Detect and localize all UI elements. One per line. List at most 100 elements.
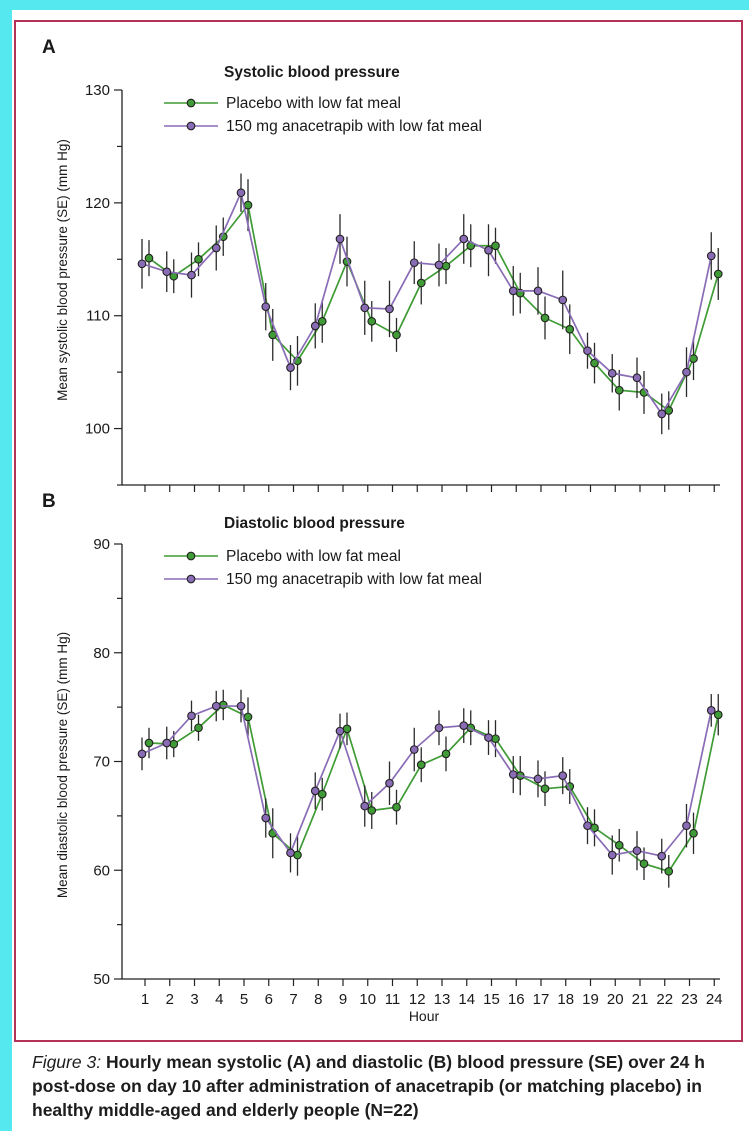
y-tick-label: 80 — [93, 645, 110, 662]
x-tick-label: 20 — [607, 991, 624, 1008]
y-axis-label: Mean diastolic blood pressure (SE) (mm H… — [55, 632, 70, 898]
x-tick-label: 14 — [458, 991, 475, 1008]
data-point — [434, 260, 444, 270]
data-point — [491, 241, 500, 251]
x-tick-label: 6 — [265, 991, 273, 1008]
legend-label: Placebo with low fat meal — [226, 548, 401, 565]
series-placebo — [144, 179, 723, 430]
data-point — [162, 267, 172, 277]
data-point — [360, 801, 370, 811]
data-point — [211, 243, 221, 253]
data-point — [484, 245, 493, 255]
data-point — [607, 368, 617, 378]
data-point — [583, 821, 592, 831]
data-point — [409, 258, 419, 268]
data-point — [310, 786, 320, 796]
data-point — [484, 733, 493, 742]
data-point — [508, 770, 518, 779]
data-point — [565, 324, 575, 334]
data-point — [286, 363, 295, 372]
data-point — [360, 303, 370, 313]
legend-label: Placebo with low fat meal — [226, 95, 401, 112]
data-point — [392, 330, 401, 340]
data-point — [533, 774, 543, 784]
data-point — [540, 784, 550, 794]
data-point — [459, 721, 469, 730]
data-point — [657, 409, 667, 419]
y-tick-label: 70 — [93, 754, 110, 771]
x-tick-label: 8 — [314, 991, 322, 1008]
data-point — [590, 358, 599, 368]
data-point — [416, 278, 426, 288]
data-point — [664, 406, 674, 415]
figure-caption: Figure 3: Hourly mean systolic (A) and d… — [32, 1050, 744, 1122]
series-line — [148, 703, 720, 873]
figure-frame — [14, 20, 743, 1042]
data-point — [689, 354, 698, 363]
data-point — [706, 251, 716, 261]
data-point — [385, 304, 394, 314]
x-tick-label: 10 — [359, 991, 376, 1008]
x-tick-label: 17 — [533, 991, 550, 1008]
legend-marker — [186, 121, 196, 131]
legend-label: 150 mg anacetrapib with low fat meal — [226, 118, 482, 135]
x-tick-label: 4 — [215, 991, 223, 1008]
data-point — [706, 706, 716, 715]
data-point — [508, 286, 518, 296]
data-point — [335, 726, 345, 736]
x-tick-label: 23 — [681, 991, 698, 1008]
data-point — [385, 778, 394, 788]
data-point — [682, 367, 691, 377]
data-point — [607, 850, 617, 860]
x-tick-label: 2 — [166, 991, 174, 1008]
chart-title: Systolic blood pressure — [224, 64, 400, 81]
x-tick-label: 5 — [240, 991, 248, 1008]
data-point — [657, 851, 667, 861]
y-axis-label: Mean systolic blood pressure (SE) (mm Hg… — [55, 139, 70, 401]
data-point — [664, 866, 674, 876]
data-point — [137, 749, 147, 759]
x-tick-label: 13 — [434, 991, 451, 1008]
data-point — [187, 711, 196, 721]
data-point — [533, 286, 543, 296]
data-point — [211, 701, 221, 711]
x-tick-label: 16 — [508, 991, 525, 1008]
y-tick-label: 130 — [85, 82, 110, 99]
data-point — [187, 270, 196, 280]
caption-text: Hourly mean systolic (A) and diastolic (… — [32, 1052, 705, 1120]
x-axis-label: Hour — [409, 1008, 440, 1024]
x-tick-label: 19 — [582, 991, 599, 1008]
x-tick-label: 11 — [385, 991, 401, 1008]
data-point — [409, 745, 419, 754]
data-point — [614, 385, 624, 395]
panel-label: B — [42, 491, 56, 512]
chart-panel-a: A Systolic blood pressure 100 110 120 130 Mean… — [42, 37, 723, 492]
x-tick-label: 22 — [656, 991, 673, 1008]
y-tick-label: 120 — [85, 195, 110, 212]
data-point — [137, 259, 147, 269]
legend-marker — [186, 98, 196, 108]
data-point — [416, 760, 426, 770]
data-point — [194, 254, 203, 264]
data-point — [632, 846, 642, 856]
x-tick-label: 1 — [141, 991, 149, 1008]
y-tick-label: 100 — [85, 421, 110, 438]
data-point — [491, 734, 500, 744]
data-point — [367, 317, 377, 326]
data-point — [261, 302, 271, 312]
data-point — [342, 724, 352, 734]
data-point — [310, 321, 320, 331]
y-tick-label: 90 — [93, 536, 110, 553]
data-point — [713, 269, 723, 279]
x-tick-label: 21 — [632, 991, 649, 1008]
data-point — [558, 295, 568, 305]
x-tick-label: 12 — [409, 991, 426, 1008]
x-tick-label: 18 — [557, 991, 574, 1008]
series-line — [141, 189, 713, 416]
data-point — [169, 739, 179, 749]
data-point — [261, 813, 271, 823]
x-tick-label: 24 — [706, 991, 723, 1008]
data-point — [639, 859, 649, 869]
